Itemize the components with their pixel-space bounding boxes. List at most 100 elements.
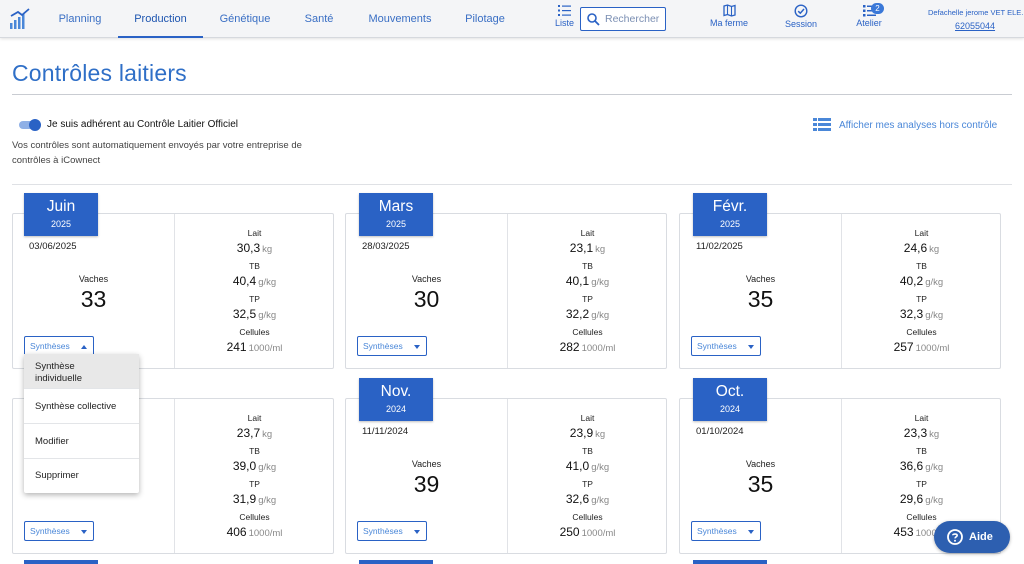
tp-label: TP [582, 294, 593, 304]
section-divider [12, 184, 1012, 185]
tab-production[interactable]: Production [118, 0, 203, 38]
tab-pilotage[interactable]: Pilotage [465, 13, 505, 25]
controle-card: 11/11/2024 Vaches 39 Synthèses Lait 23,9… [345, 398, 667, 554]
session-button[interactable]: Session [782, 4, 820, 29]
menu-item-synthese-collective[interactable]: Synthèse collective [24, 389, 139, 424]
month-tag: Oct. 2024 [693, 378, 767, 421]
tab-genetique[interactable]: Génétique [219, 13, 271, 25]
syntheses-dropdown-menu: Synthèse individuelle Synthèse collectiv… [24, 354, 139, 493]
vaches-label: Vaches [745, 274, 776, 284]
card-divider [174, 214, 175, 368]
card-divider [507, 214, 508, 368]
syntheses-dropdown-button[interactable]: Synthèses [357, 336, 427, 356]
tp-value: 32,6 g/kg [565, 492, 610, 506]
syntheses-label: Synthèses [363, 341, 403, 351]
card-divider [174, 399, 175, 553]
cellules-label: Cellules [572, 512, 603, 522]
syntheses-dropdown-button[interactable]: Synthèses [691, 336, 761, 356]
tb-label: TB [582, 261, 593, 271]
menu-item-synthese-individuelle[interactable]: Synthèse individuelle [24, 354, 139, 389]
syntheses-label: Synthèses [30, 526, 70, 536]
controle-card: 11/02/2025 Vaches 35 Synthèses Lait 24,6… [679, 213, 1001, 369]
caret-down-icon [748, 530, 754, 534]
tab-sante[interactable]: Santé [304, 13, 334, 25]
atelier-label: Atelier [856, 18, 882, 28]
menu-item-supprimer[interactable]: Supprimer [35, 470, 79, 481]
tb-value: 40,4 g/kg [232, 274, 277, 288]
tp-label: TP [249, 294, 260, 304]
tp-label: TP [916, 479, 927, 489]
control-date: 11/11/2024 [362, 426, 409, 437]
tp-label: TP [916, 294, 927, 304]
tp-label: TP [582, 479, 593, 489]
control-date: 28/03/2025 [362, 241, 410, 252]
syntheses-label: Synthèses [363, 526, 403, 536]
tab-planning[interactable]: Planning [58, 13, 102, 25]
syntheses-dropdown-button[interactable]: Synthèses [357, 521, 427, 541]
tp-label: TP [249, 479, 260, 489]
syntheses-dropdown-button[interactable]: Synthèses [24, 521, 94, 541]
month-tag-partial [24, 560, 98, 564]
lait-value: 23,9 kg [569, 426, 606, 440]
cellules-value: 406 1000/ml [226, 525, 283, 539]
adherent-toggle-label: Je suis adhérent au Contrôle Laitier Off… [47, 119, 239, 130]
user-id-link[interactable]: 62055044 [955, 21, 996, 31]
lait-value: 23,1 kg [569, 241, 606, 255]
cellules-label: Cellules [906, 512, 937, 522]
card-divider [841, 399, 842, 553]
toggle-knob [29, 119, 41, 131]
controle-card: 03/06/2025 Vaches 33 Synthèses Lait 30,3… [12, 213, 334, 369]
tb-label: TB [249, 261, 260, 271]
syntheses-label: Synthèses [30, 341, 70, 351]
search-input[interactable]: Rechercher [580, 7, 666, 31]
month-tag: Nov. 2024 [359, 378, 433, 421]
list-icon [558, 5, 571, 16]
question-icon [947, 529, 963, 545]
vaches-label: Vaches [78, 274, 109, 284]
caret-down-icon [748, 345, 754, 349]
card-divider [507, 399, 508, 553]
tp-value: 32,3 g/kg [899, 307, 944, 321]
tb-value: 41,0 g/kg [565, 459, 610, 473]
syntheses-label: Synthèses [697, 341, 737, 351]
month-tag-partial [359, 560, 433, 564]
map-icon [722, 4, 736, 17]
atelier-button[interactable]: 2 Atelier [852, 3, 886, 28]
caret-down-icon [414, 345, 420, 349]
vaches-label: Vaches [745, 459, 776, 469]
cellules-label: Cellules [906, 327, 937, 337]
app-logo-icon[interactable] [9, 7, 31, 31]
tab-mouvements[interactable]: Mouvements [368, 13, 432, 25]
month-tag-partial [693, 560, 767, 564]
list-button[interactable]: Liste [551, 4, 578, 28]
ma-ferme-label: Ma ferme [709, 18, 748, 28]
syntheses-label: Synthèses [697, 526, 737, 536]
cellules-value: 257 1000/ml [893, 340, 950, 354]
tb-value: 36,6 g/kg [899, 459, 944, 473]
adherent-toggle[interactable] [19, 119, 41, 131]
ma-ferme-button[interactable]: Ma ferme [706, 4, 752, 28]
lait-label: Lait [247, 413, 262, 423]
tb-label: TB [916, 446, 927, 456]
caret-down-icon [414, 530, 420, 534]
tp-value: 29,6 g/kg [899, 492, 944, 506]
cellules-value: 241 1000/ml [226, 340, 283, 354]
tb-label: TB [582, 446, 593, 456]
vaches-count: 33 [80, 286, 107, 312]
syntheses-dropdown-button[interactable]: Synthèses [24, 336, 94, 356]
cellules-label: Cellules [572, 327, 603, 337]
lait-value: 23,7 kg [236, 426, 273, 440]
caret-up-icon [81, 345, 87, 349]
control-date: 11/02/2025 [696, 241, 743, 252]
user-name: Defachelle jerome VET ELE... [928, 8, 1024, 17]
vaches-count: 39 [413, 471, 440, 497]
help-button[interactable]: Aide [934, 521, 1010, 553]
lait-value: 23,3 kg [903, 426, 940, 440]
tb-value: 40,1 g/kg [565, 274, 610, 288]
lait-label: Lait [914, 228, 929, 238]
cellules-value: 453 1000/ml [893, 525, 950, 539]
menu-item-modifier[interactable]: Modifier [24, 424, 139, 459]
syntheses-dropdown-button[interactable]: Synthèses [691, 521, 761, 541]
controle-card: 28/03/2025 Vaches 30 Synthèses Lait 23,1… [345, 213, 667, 369]
vaches-label: Vaches [411, 459, 442, 469]
